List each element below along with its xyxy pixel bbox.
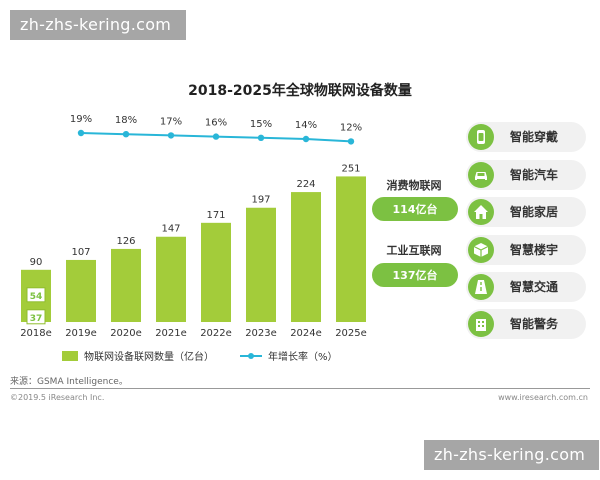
bar-value-label: 224 — [296, 179, 315, 190]
icon-row-traffic: 智慧交通 — [466, 272, 586, 302]
bar-value-label: 107 — [71, 247, 90, 258]
bar-2022e — [201, 222, 231, 322]
growth-label: 14% — [295, 120, 317, 131]
category-label: 2025e — [335, 328, 367, 339]
bar-2018-industrial-value: 37 — [30, 314, 43, 324]
watermark-top: zh-zhs-kering.com — [10, 10, 186, 40]
growth-label: 12% — [340, 122, 362, 133]
bar-2019e — [66, 259, 96, 322]
chart-canvas: 19% 18% 17% 16% 15% 14% 12% 54 37 90 2018e 107 2019e… — [20, 114, 458, 363]
growth-point — [77, 129, 85, 137]
consumer-iot-label: 消费物联网 — [387, 178, 442, 192]
bar-value-label: 197 — [251, 195, 270, 206]
source-note: 来源：GSMA Intelligence。 — [10, 377, 128, 387]
icon-label-car: 智能汽车 — [510, 168, 559, 182]
legend-bar-label: 物联网设备联网数量（亿台） — [84, 350, 214, 363]
legend-bar-swatch — [62, 351, 78, 361]
chart-title: 2018-2025年全球物联网设备数量 — [188, 83, 412, 99]
category-label: 2023e — [245, 328, 277, 339]
footer-url: www.iresearch.com.cn — [498, 393, 588, 402]
legend-line-marker — [248, 353, 254, 359]
road-icon — [468, 274, 494, 300]
bar-2018-consumer-value: 54 — [30, 292, 43, 302]
bar-2020e — [111, 248, 141, 322]
category-label: 2018e — [20, 328, 52, 339]
icon-label-building: 智慧楼宇 — [510, 243, 559, 257]
house-icon — [468, 199, 494, 225]
bar-value-label: 147 — [161, 224, 180, 235]
industrial-iot-value: 137亿台 — [393, 268, 438, 282]
growth-point — [122, 131, 130, 138]
bar-value-label: 90 — [30, 257, 43, 268]
bar-value-label: 126 — [116, 236, 135, 247]
industrial-iot-label: 工业互联网 — [387, 243, 442, 257]
growth-point — [302, 135, 310, 143]
footer-copyright: ©2019.5 iResearch Inc. — [10, 393, 105, 402]
growth-label: 19% — [70, 114, 92, 125]
icon-label-home: 智能家居 — [510, 205, 559, 219]
growth-label: 16% — [205, 118, 227, 129]
car-icon — [468, 162, 494, 188]
bar-2021e — [156, 236, 186, 322]
bar-2025e — [336, 176, 366, 322]
growth-point — [167, 132, 175, 139]
growth-point — [347, 138, 355, 145]
icon-row-building: 智慧楼宇 — [466, 235, 586, 265]
category-label: 2022e — [200, 328, 232, 339]
growth-label: 15% — [250, 119, 272, 130]
icon-row-wearable: 智能穿戴 — [466, 122, 586, 152]
bar-2018-consumer-box — [26, 287, 46, 303]
industrial-iot-tag — [372, 263, 458, 287]
category-label: 2019e — [65, 328, 97, 339]
bar-2023e — [246, 207, 276, 322]
building-box-icon — [468, 237, 494, 263]
legend-line-label: 年增长率（%） — [268, 350, 338, 363]
icon-row-car: 智能汽车 — [466, 160, 586, 190]
watermark-bottom: zh-zhs-kering.com — [424, 440, 599, 470]
watch-icon — [468, 124, 494, 150]
category-label: 2020e — [110, 328, 142, 339]
bar-value-label: 171 — [206, 210, 225, 221]
bar-2018-industrial-box — [26, 309, 46, 325]
growth-label: 17% — [160, 116, 182, 127]
icon-label-traffic: 智慧交通 — [510, 280, 559, 294]
bar-value-label: 251 — [341, 163, 360, 174]
police-building-icon — [468, 311, 494, 337]
footer-divider — [10, 388, 590, 389]
bar-2024e — [291, 192, 321, 322]
category-label: 2024e — [290, 328, 322, 339]
consumer-iot-value: 114亿台 — [393, 202, 438, 216]
icon-row-home: 智能家居 — [466, 197, 586, 227]
consumer-iot-tag — [372, 197, 458, 221]
growth-point — [257, 134, 265, 141]
icon-label-wearable: 智能穿戴 — [510, 130, 559, 144]
icon-label-police: 智能警务 — [510, 317, 559, 331]
category-label: 2021e — [155, 328, 187, 339]
growth-label: 18% — [115, 115, 137, 126]
icon-row-police: 智能警务 — [466, 309, 586, 339]
growth-point — [212, 133, 220, 140]
